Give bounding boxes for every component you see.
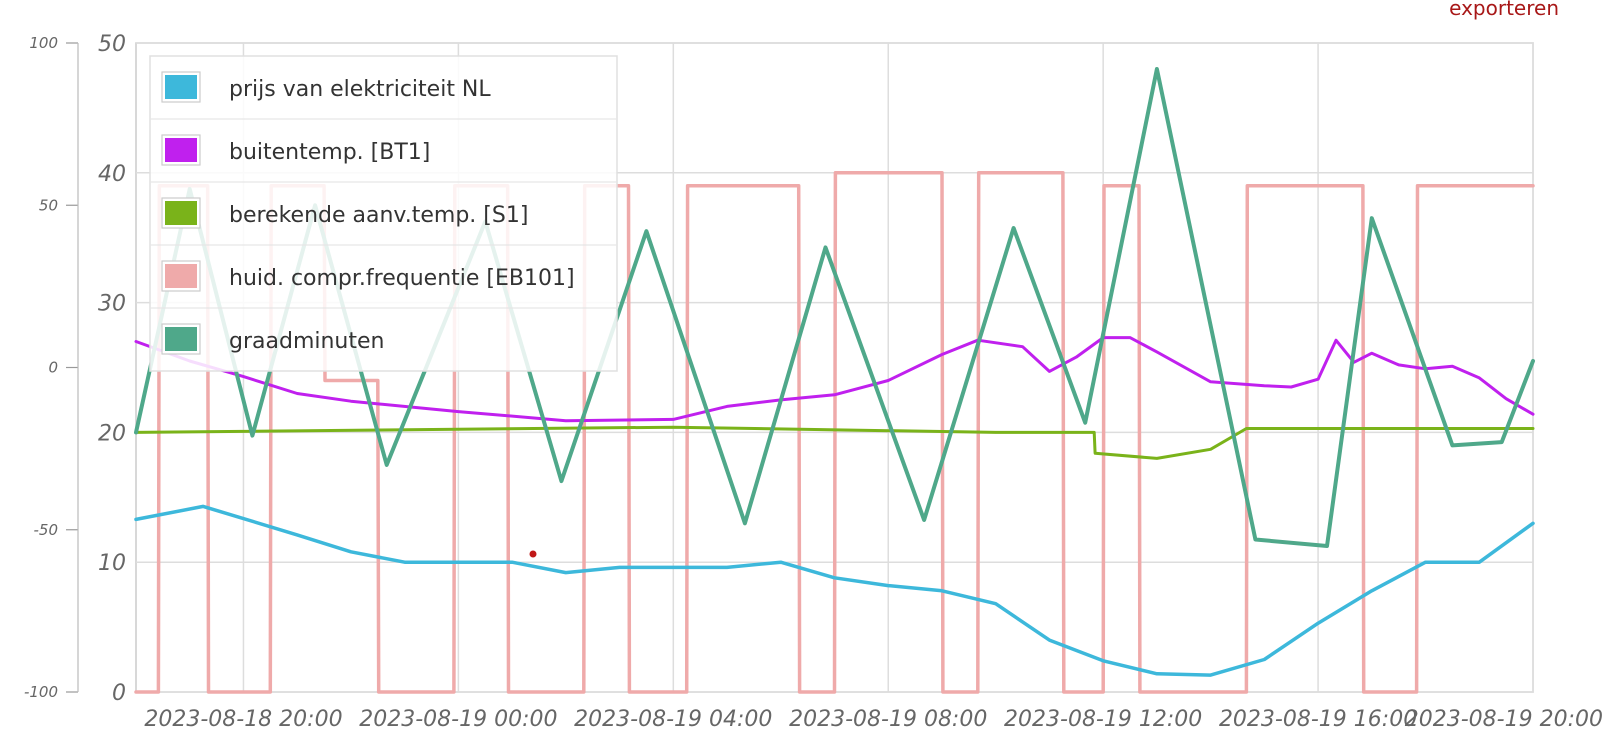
x-axis-tick-label: 2023-08-19 20:00 [1405,707,1603,732]
legend-swatch[interactable] [165,264,197,288]
legend-label[interactable]: huid. compr.frequentie [EB101] [229,266,575,291]
legend-swatch[interactable] [165,201,197,225]
legend-label[interactable]: berekende aanv.temp. [S1] [229,203,528,228]
x-axis-tick-label: 2023-08-19 12:00 [1004,707,1202,732]
right-axis-tick-label: 0 [112,681,126,706]
left-axis-tick-label: 100 [29,34,58,52]
x-axis-tick-label: 2023-08-18 20:00 [144,707,342,732]
legend-box [149,55,618,372]
legend-label[interactable]: prijs van elektriciteit NL [229,77,491,102]
left-axis-tick-label: -50 [34,521,59,539]
right-axis-tick-label: 30 [98,292,126,317]
series-line-3 [134,425,1535,460]
left-axis-tick-label: -100 [24,683,58,701]
legend-swatch[interactable] [165,138,197,162]
x-axis-tick-label: 2023-08-19 04:00 [574,707,772,732]
right-axis-tick-label: 20 [98,421,126,446]
left-axis-tick-label: 0 [48,359,58,377]
legend-swatch[interactable] [165,327,197,351]
right-axis-tick-label: 50 [98,32,126,57]
series-line-1 [134,504,1535,677]
x-axis-tick-label: 2023-08-19 08:00 [789,707,987,732]
chart-legend: prijs van elektriciteit NL buitentemp. [B… [149,55,618,372]
left-axis-tick-label: 50 [39,196,58,214]
export-link[interactable]: exporteren [1449,0,1559,20]
legend-label[interactable]: graadminuten [229,329,384,354]
x-axis-tick-label: 2023-08-19 00:00 [359,707,557,732]
legend-swatch[interactable] [165,75,197,99]
right-axis-tick-label: 40 [98,162,126,187]
series-line-2 [134,336,1535,423]
marker-dot [529,550,537,558]
legend-label[interactable]: buitentemp. [BT1] [229,140,430,165]
right-axis-tick-label: 10 [98,551,126,576]
x-axis-tick-label: 2023-08-19 16:00 [1219,707,1417,732]
